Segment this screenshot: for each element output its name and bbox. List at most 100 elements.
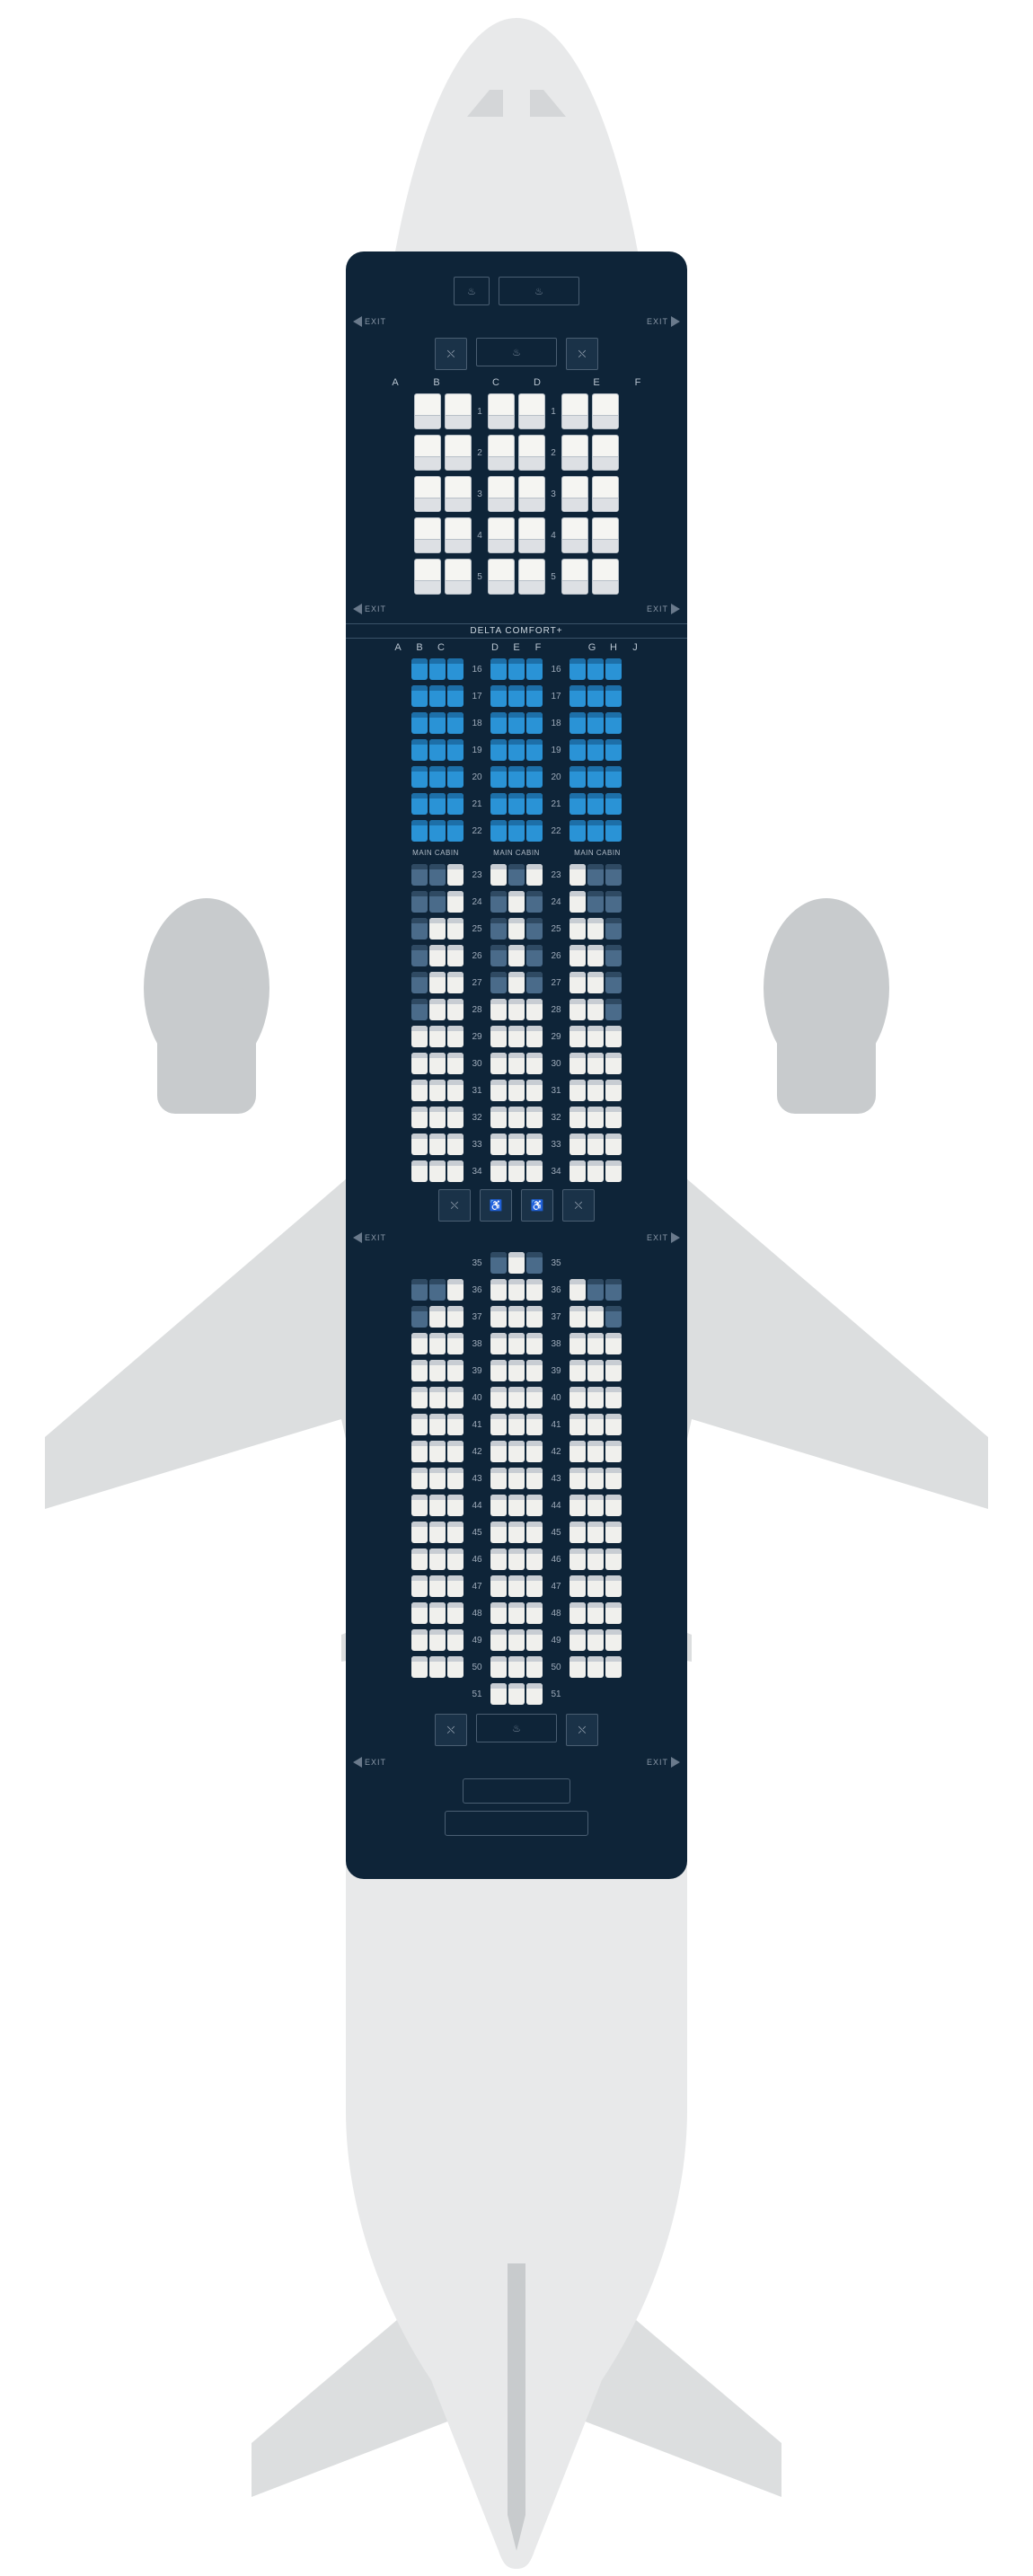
- seat-comfort[interactable]: [490, 712, 507, 734]
- seat-main[interactable]: [508, 1053, 525, 1074]
- seat-main[interactable]: [429, 1387, 446, 1408]
- seat-main[interactable]: [490, 1107, 507, 1128]
- seat-preferred[interactable]: [526, 891, 543, 913]
- seat-first-class[interactable]: [488, 517, 515, 553]
- seat-comfort[interactable]: [605, 793, 622, 815]
- seat-main[interactable]: [605, 1333, 622, 1354]
- seat-main[interactable]: [605, 1414, 622, 1435]
- seat-main[interactable]: [490, 864, 507, 886]
- seat-comfort[interactable]: [587, 658, 604, 680]
- seat-main[interactable]: [490, 1414, 507, 1435]
- seat-preferred[interactable]: [411, 972, 428, 993]
- seat-main[interactable]: [569, 1602, 586, 1624]
- seat-comfort[interactable]: [569, 739, 586, 761]
- seat-first-class[interactable]: [414, 435, 441, 471]
- seat-main[interactable]: [526, 1414, 543, 1435]
- seat-main[interactable]: [569, 1414, 586, 1435]
- seat-main[interactable]: [587, 1414, 604, 1435]
- seat-main[interactable]: [447, 1468, 464, 1489]
- seat-main[interactable]: [569, 918, 586, 940]
- seat-first-class[interactable]: [518, 393, 545, 429]
- seat-main[interactable]: [447, 891, 464, 913]
- seat-main[interactable]: [490, 1160, 507, 1182]
- seat-main[interactable]: [508, 1160, 525, 1182]
- seat-main[interactable]: [526, 1468, 543, 1489]
- seat-main[interactable]: [411, 1522, 428, 1543]
- seat-main[interactable]: [526, 1160, 543, 1182]
- seat-comfort[interactable]: [429, 739, 446, 761]
- seat-preferred[interactable]: [605, 999, 622, 1020]
- seat-main[interactable]: [490, 1333, 507, 1354]
- seat-main[interactable]: [411, 1026, 428, 1047]
- seat-main[interactable]: [429, 1468, 446, 1489]
- seat-preferred[interactable]: [526, 945, 543, 966]
- seat-comfort[interactable]: [411, 766, 428, 788]
- seat-preferred[interactable]: [605, 1306, 622, 1328]
- seat-comfort[interactable]: [605, 739, 622, 761]
- seat-preferred[interactable]: [605, 972, 622, 993]
- seat-main[interactable]: [411, 1160, 428, 1182]
- seat-comfort[interactable]: [508, 712, 525, 734]
- seat-main[interactable]: [526, 1333, 543, 1354]
- seat-comfort[interactable]: [490, 739, 507, 761]
- seat-comfort[interactable]: [447, 712, 464, 734]
- seat-main[interactable]: [411, 1441, 428, 1462]
- seat-main[interactable]: [508, 1333, 525, 1354]
- seat-preferred[interactable]: [429, 864, 446, 886]
- seat-comfort[interactable]: [411, 658, 428, 680]
- seat-main[interactable]: [411, 1360, 428, 1381]
- seat-comfort[interactable]: [411, 793, 428, 815]
- seat-preferred[interactable]: [605, 891, 622, 913]
- seat-main[interactable]: [587, 1134, 604, 1155]
- seat-main[interactable]: [605, 1160, 622, 1182]
- seat-main[interactable]: [447, 1080, 464, 1101]
- seat-preferred[interactable]: [526, 1252, 543, 1274]
- seat-comfort[interactable]: [526, 739, 543, 761]
- seat-first-class[interactable]: [592, 559, 619, 595]
- seat-preferred[interactable]: [526, 972, 543, 993]
- seat-main[interactable]: [490, 1441, 507, 1462]
- seat-first-class[interactable]: [414, 559, 441, 595]
- seat-preferred[interactable]: [605, 1279, 622, 1301]
- seat-comfort[interactable]: [605, 685, 622, 707]
- seat-preferred[interactable]: [490, 918, 507, 940]
- seat-preferred[interactable]: [587, 864, 604, 886]
- seat-first-class[interactable]: [445, 435, 472, 471]
- seat-main[interactable]: [508, 1522, 525, 1543]
- seat-main[interactable]: [490, 1602, 507, 1624]
- seat-main[interactable]: [526, 1279, 543, 1301]
- seat-preferred[interactable]: [411, 864, 428, 886]
- seat-preferred[interactable]: [508, 864, 525, 886]
- seat-comfort[interactable]: [429, 766, 446, 788]
- seat-main[interactable]: [508, 1414, 525, 1435]
- seat-main[interactable]: [429, 1441, 446, 1462]
- seat-main[interactable]: [447, 1414, 464, 1435]
- seat-main[interactable]: [508, 1252, 525, 1274]
- seat-first-class[interactable]: [561, 435, 588, 471]
- seat-main[interactable]: [508, 1360, 525, 1381]
- seat-main[interactable]: [447, 1026, 464, 1047]
- seat-main[interactable]: [429, 945, 446, 966]
- seat-comfort[interactable]: [447, 739, 464, 761]
- seat-main[interactable]: [587, 1053, 604, 1074]
- seat-main[interactable]: [605, 1548, 622, 1570]
- seat-first-class[interactable]: [518, 435, 545, 471]
- seat-main[interactable]: [526, 864, 543, 886]
- seat-main[interactable]: [429, 1333, 446, 1354]
- seat-main[interactable]: [569, 1160, 586, 1182]
- seat-main[interactable]: [429, 1160, 446, 1182]
- seat-main[interactable]: [429, 1053, 446, 1074]
- seat-comfort[interactable]: [587, 685, 604, 707]
- seat-preferred[interactable]: [490, 1252, 507, 1274]
- seat-main[interactable]: [447, 1360, 464, 1381]
- seat-comfort[interactable]: [411, 739, 428, 761]
- seat-preferred[interactable]: [411, 1279, 428, 1301]
- seat-main[interactable]: [447, 1134, 464, 1155]
- seat-main[interactable]: [526, 1080, 543, 1101]
- seat-main[interactable]: [429, 1522, 446, 1543]
- seat-first-class[interactable]: [488, 393, 515, 429]
- seat-preferred[interactable]: [411, 891, 428, 913]
- seat-main[interactable]: [605, 1495, 622, 1516]
- seat-comfort[interactable]: [526, 712, 543, 734]
- seat-main[interactable]: [411, 1495, 428, 1516]
